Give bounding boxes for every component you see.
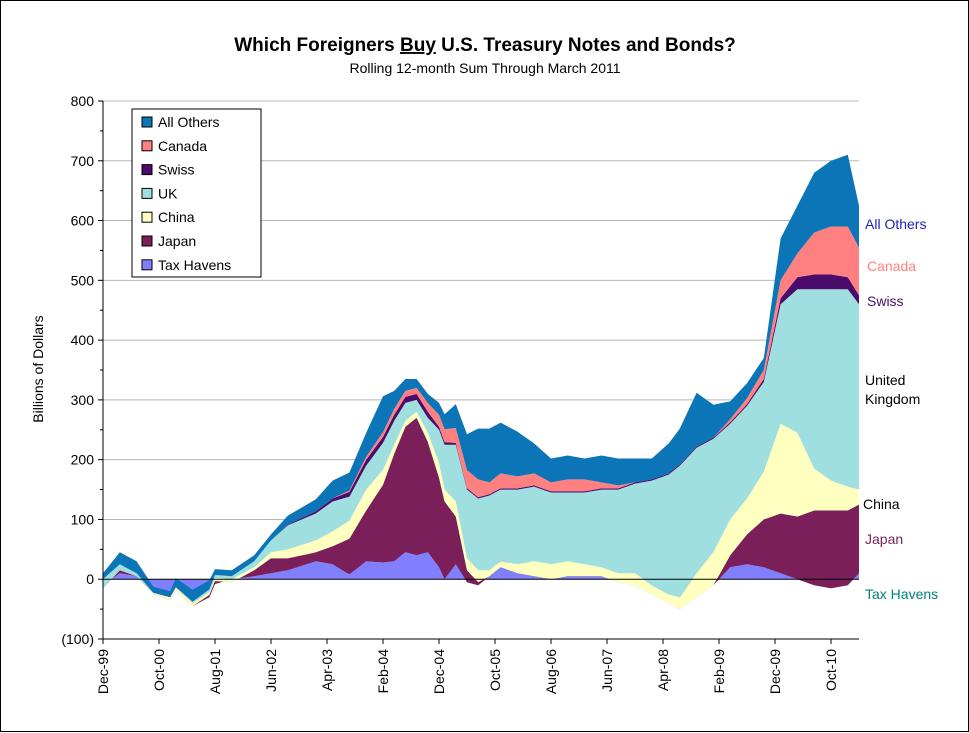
legend-swatch-china [141,211,153,223]
legend-label-all-others: All Others [158,114,219,130]
y-tick-label-7: 600 [71,213,95,229]
legend-label-tax-havens: Tax Havens [158,257,231,273]
end-label-canada: Canada [867,258,916,274]
legend-swatch-canada [141,140,153,152]
legend-label-uk: UK [158,185,178,201]
legend-swatch-japan [141,235,153,247]
legend-box [131,108,262,278]
legend-swatch-swiss [141,164,153,176]
legend-label-swiss: Swiss [158,162,195,178]
x-tick-label-2: Aug-01 [207,649,223,694]
x-tick-label-0: Dec-99 [95,649,111,694]
x-tick-label-5: Feb-04 [375,649,391,694]
axes: (100) 0 100 200 300 400 500 600 700 800 Dec-99 Oct-… [61,93,859,694]
x-tick-label-6: Dec-04 [431,649,447,694]
y-tick-label-2: 100 [71,511,95,527]
x-tick-label-11: Feb-09 [711,649,727,694]
x-tick-label-9: Jun-07 [599,649,615,692]
chart-title-part-3: U.S. Treasury Notes and Bonds? [436,35,736,56]
legend-label-china: China [158,209,195,225]
y-tick-label-3: 200 [71,452,95,468]
x-tick-label-3: Jun-02 [263,649,279,692]
chart-title-part-1: Which Foreigners [234,35,400,56]
x-tick-label-7: Oct-05 [487,649,503,691]
chart-subtitle: Rolling 12-month Sum Through March 2011 [349,60,620,76]
y-axis-label: Billions of Dollars [30,315,46,422]
y-tick-label-5: 400 [71,332,95,348]
legend-swatch-all-others [141,116,153,128]
y-tick-label-8: 700 [71,153,95,169]
end-label-japan: Japan [865,531,903,547]
legend-swatch-uk [141,187,153,199]
y-tick-label-4: 300 [71,392,95,408]
x-tick-label-13: Oct-10 [823,649,839,691]
area-china [103,411,859,610]
end-label-tax-havens: Tax Havens [865,586,938,602]
y-tick-label-1: 0 [86,571,94,587]
y-tick-label-0: (100) [61,631,94,647]
legend-label-japan: Japan [158,233,196,249]
x-tick-label-4: Apr-03 [319,649,335,691]
end-label-swiss: Swiss [867,293,904,309]
x-tick-label-10: Apr-08 [655,649,671,691]
chart-title: Which Foreigners Buy U.S. Treasury Notes… [234,35,736,56]
legend: All Others Canada Swiss UK China Japan Tax Hav… [131,108,262,278]
chart-title-emphasis: Buy [400,35,436,56]
end-label-uk: United [865,372,905,388]
end-label-all-others: All Others [865,216,926,232]
area-uk [103,289,859,604]
x-tick-label-12: Dec-09 [767,649,783,694]
end-label-uk: Kingdom [865,391,920,407]
y-tick-label-9: 800 [71,93,95,109]
series-end-labels: Tax Havens Japan China United Kingdom Swiss Ca… [863,216,938,602]
legend-swatch-tax-havens [141,259,153,271]
x-tick-label-8: Aug-06 [543,649,559,694]
area-japan [103,417,859,610]
legend-label-canada: Canada [158,138,207,154]
x-tick-label-1: Oct-00 [151,649,167,691]
stacked-areas [103,154,859,610]
y-tick-label-6: 500 [71,272,95,288]
end-label-china: China [863,496,900,512]
